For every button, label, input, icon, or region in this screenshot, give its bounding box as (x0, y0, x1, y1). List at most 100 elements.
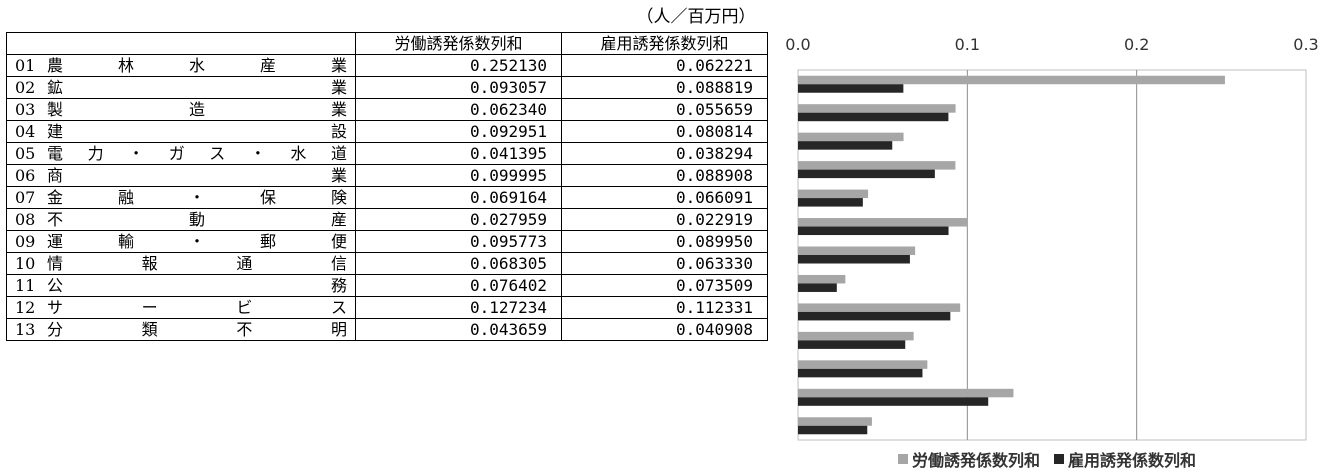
industry-cell: 06 商業 (6, 164, 356, 187)
labor-value: 0.068305 (355, 252, 562, 275)
employment-value: 0.038294 (561, 142, 768, 165)
labor-value: 0.127234 (355, 296, 562, 319)
industry-cell: 05 電力・ガス・水道 (6, 142, 356, 165)
industry-code: 12 (15, 298, 36, 317)
bar-employment (798, 311, 951, 321)
bar-employment (798, 84, 904, 93)
bar-employment (798, 226, 949, 236)
table-row: 05 電力・ガス・水道 0.041395 0.038294 (6, 142, 768, 165)
table-row: 07 金融・保険 0.069164 0.066091 (6, 186, 768, 209)
unit-label: （人／百万円） (636, 7, 756, 27)
employment-value: 0.088908 (561, 164, 768, 187)
header-labor: 労働誘発係数列和 (355, 32, 562, 55)
industry-code: 01 (15, 56, 36, 75)
bar-employment (798, 255, 910, 264)
industry-code: 07 (15, 188, 36, 207)
bar-employment (798, 397, 989, 406)
table-row: 11 公務 0.076402 0.073509 (6, 274, 768, 297)
bar-labor (798, 75, 1225, 85)
bar-employment (798, 425, 868, 435)
industry-cell: 08 不動産 (6, 208, 356, 231)
industry-cell: 04 建設 (6, 120, 356, 143)
bar-employment (798, 368, 923, 378)
table-row: 09 運輸・郵便 0.095773 0.089950 (6, 230, 768, 253)
industry-name: 運輸・郵便 (47, 232, 347, 251)
industry-name: 分類不明 (47, 320, 347, 339)
bar-employment (798, 169, 935, 179)
legend-item-labor: 労働誘発係数列和 (898, 447, 1040, 471)
bar-labor (798, 303, 961, 312)
table-row: 03 製造業 0.062340 0.055659 (6, 98, 768, 121)
employment-value: 0.073509 (561, 274, 768, 297)
industry-name: 製造業 (47, 100, 347, 119)
industry-cell: 13 分類不明 (6, 318, 356, 341)
employment-value: 0.055659 (561, 98, 768, 121)
legend-swatch-labor (898, 454, 908, 464)
table-row: 10 情報通信 0.068305 0.063330 (6, 252, 768, 275)
legend-label-employment: 雇用誘発係数列和 (1068, 451, 1197, 470)
labor-value: 0.093057 (355, 76, 562, 99)
employment-value: 0.063330 (561, 252, 768, 275)
labor-value: 0.043659 (355, 318, 562, 341)
x-tick-label: 0.0 (785, 35, 810, 54)
industry-name: 建設 (47, 122, 347, 141)
table-row: 02 鉱業 0.093057 0.088819 (6, 76, 768, 99)
employment-value: 0.080814 (561, 120, 768, 143)
industry-cell: 07 金融・保険 (6, 186, 356, 209)
bar-labor (798, 417, 872, 426)
industry-name: 不動産 (47, 210, 347, 229)
labor-value: 0.099995 (355, 164, 562, 187)
employment-value: 0.062221 (561, 54, 768, 77)
header-blank-cell (6, 32, 356, 55)
labor-value: 0.041395 (355, 142, 562, 165)
bar-employment (798, 198, 863, 207)
employment-value: 0.022919 (561, 208, 768, 231)
labor-value: 0.062340 (355, 98, 562, 121)
industry-name: 公務 (47, 276, 347, 295)
x-tick-label: 0.2 (1124, 35, 1149, 54)
table-row: 13 分類不明 0.043659 0.040908 (6, 318, 768, 341)
industry-code: 11 (15, 276, 36, 295)
table-row: 01 農林水産業 0.252130 0.062221 (6, 54, 768, 77)
bar-employment (798, 340, 906, 349)
legend-swatch-employment (1054, 454, 1065, 464)
industry-cell: 10 情報通信 (6, 252, 356, 275)
coefficient-table: 労働誘発係数列和 雇用誘発係数列和 01 農林水産業 0.252130 0.06222… (6, 32, 768, 341)
industry-code: 06 (15, 166, 36, 185)
industry-code: 02 (15, 78, 36, 97)
industry-cell: 11 公務 (6, 274, 356, 297)
employment-value: 0.040908 (561, 318, 768, 341)
table-header-row: 労働誘発係数列和 雇用誘発係数列和 (6, 32, 768, 55)
table-row: 12 サービス 0.127234 0.112331 (6, 296, 768, 319)
industry-code: 13 (15, 320, 36, 339)
industry-name: 商業 (47, 166, 347, 185)
bar-labor (798, 132, 904, 142)
bar-labor (798, 360, 928, 369)
employment-value: 0.089950 (561, 230, 768, 253)
labor-value: 0.252130 (355, 54, 562, 77)
legend-item-employment: 雇用誘発係数列和 (1054, 447, 1196, 471)
header-employment: 雇用誘発係数列和 (561, 32, 768, 55)
labor-value: 0.076402 (355, 274, 562, 297)
bar-employment (798, 112, 949, 122)
industry-name: 農林水産業 (47, 56, 347, 75)
bar-labor (798, 246, 916, 255)
bar-employment (798, 141, 893, 150)
industry-code: 04 (15, 122, 36, 141)
bar-labor (798, 189, 869, 199)
table-row: 06 商業 0.099995 0.088908 (6, 164, 768, 187)
industry-name: 電力・ガス・水道 (47, 144, 347, 163)
industry-name: 金融・保険 (47, 188, 347, 207)
bar-labor (798, 104, 956, 113)
bar-labor (798, 388, 1014, 398)
industry-code: 09 (15, 232, 36, 251)
industry-code: 03 (15, 100, 36, 119)
industry-name: 情報通信 (47, 254, 347, 273)
employment-value: 0.066091 (561, 186, 768, 209)
industry-name: 鉱業 (47, 78, 347, 97)
x-tick-label: 0.1 (955, 35, 980, 54)
industry-code: 05 (15, 144, 36, 163)
industry-cell: 12 サービス (6, 296, 356, 319)
industry-cell: 01 農林水産業 (6, 54, 356, 77)
labor-value: 0.027959 (355, 208, 562, 231)
